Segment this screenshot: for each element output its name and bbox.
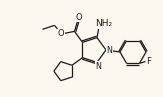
Text: NH₂: NH₂ xyxy=(96,19,113,28)
Text: O: O xyxy=(75,13,82,22)
Text: O: O xyxy=(58,29,64,38)
Text: N: N xyxy=(107,46,112,55)
Text: F: F xyxy=(147,57,151,66)
Text: N: N xyxy=(95,62,101,71)
